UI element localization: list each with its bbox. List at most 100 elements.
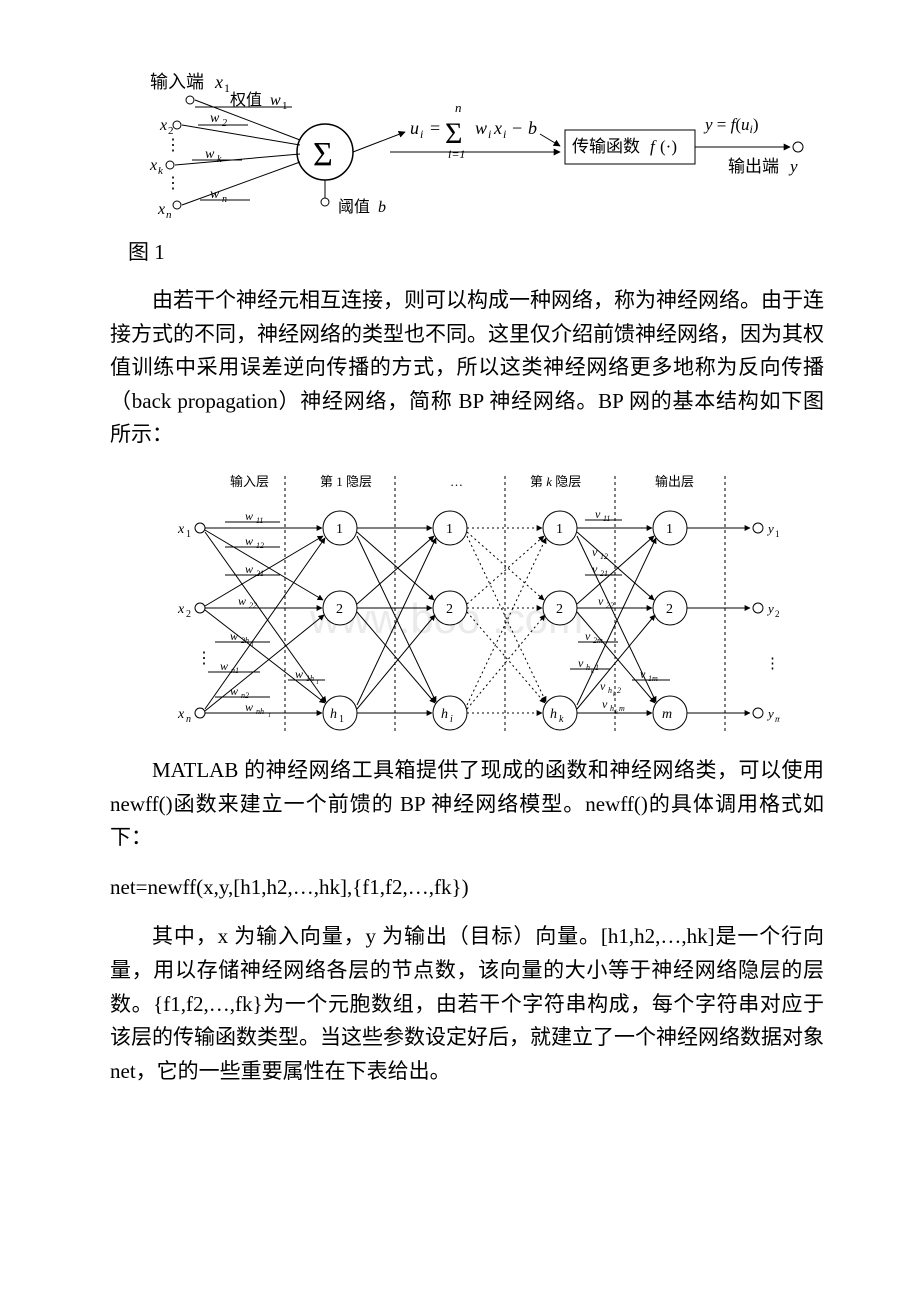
- svg-text:x: x: [493, 118, 502, 138]
- svg-text:11: 11: [256, 516, 263, 525]
- svg-text:2: 2: [666, 602, 673, 617]
- p2-fn2: newff(): [585, 792, 648, 816]
- svg-text:u: u: [410, 118, 419, 138]
- svg-text:1h: 1h: [306, 674, 314, 683]
- svg-text:1: 1: [268, 713, 271, 719]
- svg-text:k: k: [613, 692, 616, 698]
- svg-text:h: h: [586, 663, 590, 672]
- figure-1-caption: 图 1: [128, 236, 824, 266]
- svg-text:k: k: [559, 714, 564, 725]
- svg-text:22: 22: [606, 601, 614, 610]
- svg-text:i: i: [420, 127, 423, 141]
- svg-text:b: b: [528, 118, 537, 138]
- svg-text:1: 1: [666, 522, 673, 537]
- svg-text:输入层: 输入层: [230, 474, 269, 489]
- svg-text:y: y: [766, 706, 774, 721]
- svg-text:w: w: [220, 659, 228, 673]
- svg-text:2: 2: [186, 609, 191, 620]
- svg-text:f: f: [650, 137, 657, 156]
- svg-text:w: w: [245, 562, 253, 576]
- svg-text:输出层: 输出层: [655, 474, 694, 489]
- svg-text:v: v: [592, 562, 598, 576]
- svg-text:12: 12: [600, 552, 608, 561]
- svg-text:h: h: [610, 704, 614, 713]
- svg-text:w: w: [475, 118, 487, 138]
- svg-text:w: w: [245, 700, 253, 714]
- svg-text:i: i: [488, 127, 491, 141]
- svg-text:x: x: [159, 117, 167, 134]
- svg-text:i: i: [450, 714, 453, 725]
- svg-text:m: m: [775, 714, 780, 724]
- svg-text:b: b: [378, 199, 386, 216]
- svg-text:2: 2: [336, 602, 343, 617]
- svg-text:1: 1: [336, 522, 343, 537]
- svg-text:2: 2: [222, 118, 227, 129]
- svg-text:22: 22: [249, 601, 257, 610]
- paragraph-3: 其中，x 为输入向量，y 为输出（目标）向量。[h1,h2,…,hk]是一个行向…: [110, 920, 824, 1088]
- svg-text:y: y: [766, 601, 774, 616]
- svg-text:x: x: [177, 522, 185, 537]
- svg-text:w: w: [245, 534, 253, 548]
- svg-text:n: n: [166, 209, 172, 221]
- svg-text:1: 1: [316, 680, 319, 686]
- svg-text:i=1: i=1: [448, 147, 465, 161]
- svg-text:x: x: [149, 157, 157, 174]
- svg-text:n: n: [186, 714, 191, 725]
- svg-text:v: v: [602, 697, 608, 711]
- svg-text:Σ: Σ: [445, 117, 462, 150]
- svg-text:1m: 1m: [648, 674, 658, 683]
- svg-text:=: =: [430, 118, 440, 138]
- svg-text:w: w: [230, 684, 238, 698]
- svg-text:阈值: 阈值: [338, 198, 370, 216]
- svg-text:k: k: [158, 165, 164, 177]
- svg-text:1: 1: [251, 642, 254, 648]
- svg-text:输出端: 输出端: [728, 157, 779, 176]
- svg-text:2: 2: [446, 602, 453, 617]
- svg-text:w: w: [295, 667, 303, 681]
- svg-text:w: w: [230, 629, 238, 643]
- svg-text:h: h: [441, 707, 448, 722]
- svg-text:n1: n1: [231, 666, 239, 675]
- svg-text:2m: 2m: [593, 636, 603, 645]
- svg-text:n: n: [455, 100, 462, 115]
- svg-text:1: 1: [595, 663, 599, 672]
- svg-text:2: 2: [775, 609, 780, 619]
- svg-text:x: x: [157, 201, 165, 218]
- svg-text:w: w: [210, 111, 220, 126]
- svg-text:11: 11: [603, 514, 610, 523]
- svg-text:1: 1: [446, 522, 453, 537]
- svg-text:输入端: 输入端: [150, 72, 204, 92]
- neuron-diagram: 输入端 x 1 x2 ⋮ xk ⋮ xn 权值 w 1: [110, 70, 824, 230]
- svg-text:⋮: ⋮: [165, 137, 181, 154]
- svg-text:传输函数: 传输函数: [572, 137, 640, 156]
- svg-text:y = f(ui): y = f(ui): [703, 115, 759, 136]
- svg-text:v: v: [598, 594, 604, 608]
- svg-text:1: 1: [775, 529, 780, 539]
- svg-text:h: h: [330, 707, 337, 722]
- svg-text:21: 21: [600, 569, 608, 578]
- svg-text:−: −: [512, 118, 522, 138]
- svg-text:12: 12: [256, 541, 264, 550]
- paragraph-1: 由若干个神经元相互连接，则可以构成一种网络，称为神经网络。由于连接方式的不同，神…: [110, 284, 824, 452]
- svg-text:v: v: [640, 667, 646, 681]
- svg-text:nh: nh: [256, 707, 264, 716]
- svg-text:⋮: ⋮: [765, 656, 780, 672]
- svg-text:2: 2: [556, 602, 563, 617]
- svg-text:w: w: [238, 594, 246, 608]
- svg-text:y: y: [788, 157, 798, 176]
- svg-text:1: 1: [339, 714, 344, 725]
- svg-text:第 1 隐层: 第 1 隐层: [320, 474, 372, 489]
- svg-text:Σ: Σ: [313, 136, 333, 173]
- p2-mid: 函数来建立一个前馈的 BP 神经网络模型。: [173, 792, 586, 816]
- svg-text:m: m: [619, 704, 625, 713]
- svg-text:…: …: [450, 474, 463, 489]
- p2-fn1: newff(): [110, 792, 173, 816]
- svg-text:v: v: [592, 545, 598, 559]
- p2-prefix: MATLAB 的神经网络工具箱提供了现成的函数和神经网络类，可以使用: [152, 758, 824, 782]
- paragraph-2: MATLAB 的神经网络工具箱提供了现成的函数和神经网络类，可以使用 newff…: [110, 754, 824, 855]
- svg-text:k: k: [591, 669, 594, 675]
- code-line: net=newff(x,y,[h1,h2,…,hk],{f1,f2,…,fk}): [110, 871, 824, 905]
- svg-text:v: v: [585, 629, 591, 643]
- svg-text:21: 21: [256, 569, 264, 578]
- svg-text:v: v: [600, 679, 606, 693]
